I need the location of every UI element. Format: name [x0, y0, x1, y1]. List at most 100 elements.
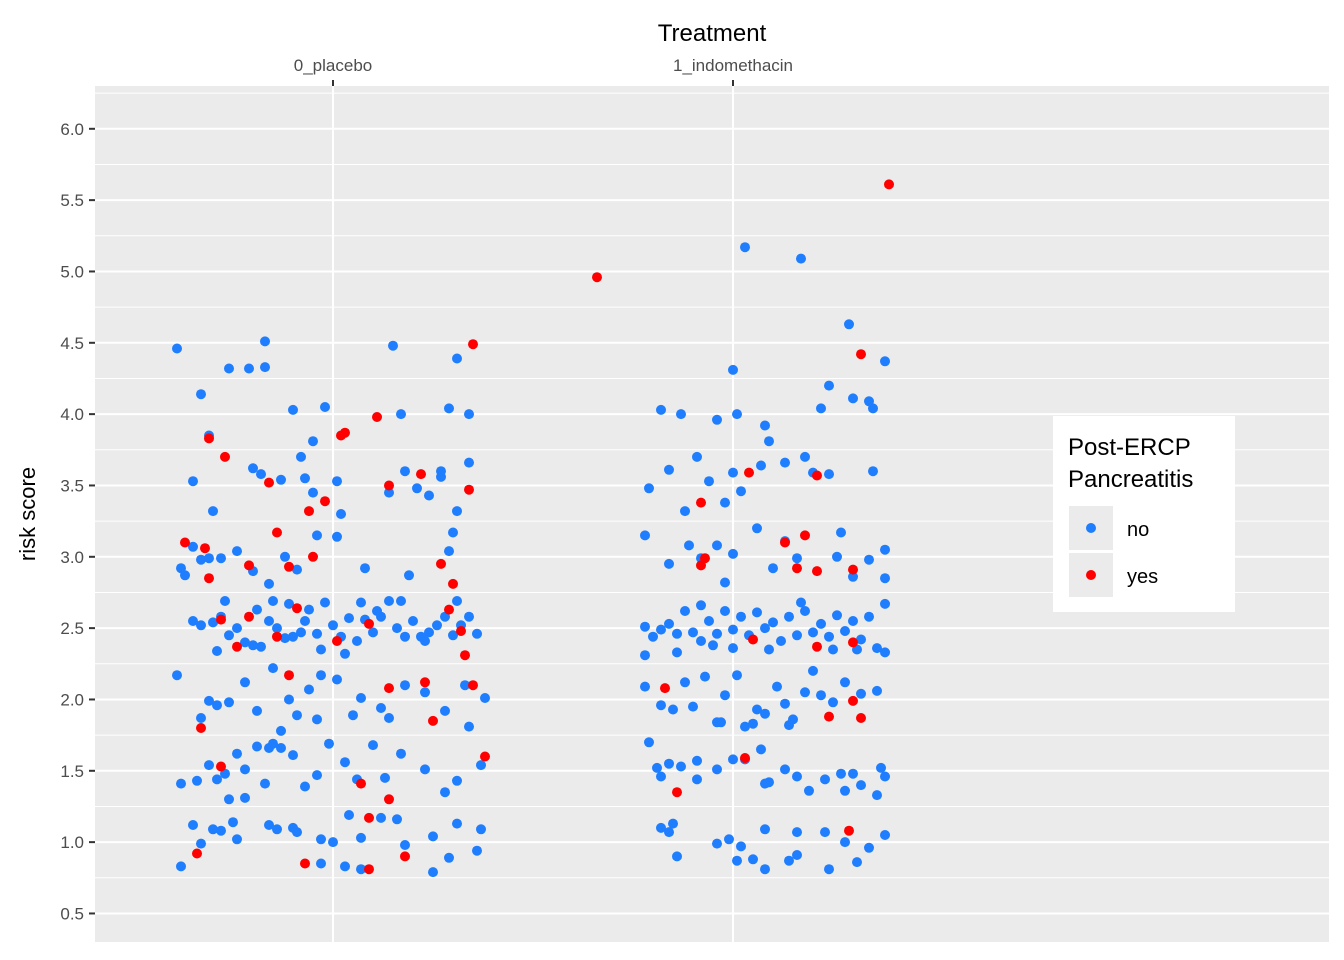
point-no-312 [760, 778, 770, 789]
point-no-113 [332, 674, 342, 685]
point-no-185 [732, 409, 742, 420]
point-no-236 [720, 606, 730, 616]
point-no-89 [268, 596, 278, 606]
point-no-38 [448, 527, 458, 538]
point-no-14 [276, 474, 286, 485]
point-no-1 [260, 336, 270, 347]
point-no-244 [784, 611, 794, 622]
point-no-266 [640, 681, 650, 692]
point-yes-17 [308, 551, 318, 562]
point-no-248 [816, 618, 826, 629]
point-no-76 [400, 631, 410, 642]
point-no-267 [656, 700, 666, 711]
point-no-182 [676, 409, 686, 420]
point-yes-31 [284, 670, 294, 681]
point-no-163 [392, 814, 402, 825]
point-no-224 [880, 573, 890, 584]
point-no-2 [224, 363, 234, 374]
point-no-198 [720, 497, 730, 508]
point-no-141 [368, 740, 378, 751]
point-no-131 [252, 741, 262, 752]
point-no-271 [700, 671, 710, 682]
point-yes-68 [844, 825, 854, 836]
point-no-69 [344, 613, 354, 624]
point-no-220 [836, 527, 846, 538]
point-no-92 [316, 644, 326, 655]
point-no-200 [736, 486, 746, 497]
point-no-270 [688, 701, 698, 712]
point-no-263 [828, 644, 838, 655]
point-no-178 [796, 253, 806, 264]
point-no-115 [356, 693, 366, 703]
data-points [172, 179, 894, 878]
point-no-285 [840, 677, 850, 688]
point-no-56 [240, 637, 250, 648]
point-yes-40 [384, 794, 394, 805]
y-tick-label-6: 3.5 [60, 476, 84, 495]
point-no-187 [816, 403, 826, 414]
point-yes-41 [364, 812, 374, 823]
point-no-107 [276, 725, 286, 736]
point-no-135 [288, 750, 298, 761]
point-no-322 [820, 827, 830, 838]
point-no-97 [420, 636, 430, 646]
point-no-265 [696, 600, 706, 611]
point-no-42 [396, 409, 406, 420]
point-yes-11 [304, 506, 314, 517]
point-yes-51 [696, 497, 706, 508]
point-no-41 [464, 457, 474, 468]
point-no-3 [244, 363, 254, 374]
point-no-246 [800, 606, 810, 616]
point-no-111 [312, 714, 322, 725]
point-no-309 [880, 771, 890, 782]
point-no-39 [444, 546, 454, 557]
point-no-32 [332, 531, 342, 542]
point-no-284 [828, 697, 838, 708]
point-no-317 [712, 838, 722, 849]
point-no-10 [208, 506, 218, 517]
point-no-43 [444, 403, 454, 414]
point-no-204 [800, 451, 810, 462]
y-tick-label-0: 0.5 [60, 904, 84, 923]
point-no-158 [316, 834, 326, 845]
point-no-46 [388, 340, 398, 351]
point-no-303 [804, 785, 814, 796]
point-no-195 [680, 506, 690, 517]
y-tick-label-8: 4.5 [60, 334, 84, 353]
point-no-162 [376, 812, 386, 823]
point-no-306 [848, 768, 858, 779]
x-axis: 0_placebo 1_indomethacin [294, 56, 793, 86]
point-no-255 [872, 643, 882, 654]
point-no-144 [420, 764, 430, 775]
point-no-314 [656, 822, 666, 833]
point-yes-16 [284, 561, 294, 572]
y-tick-label-2: 1.5 [60, 762, 84, 781]
point-no-177 [264, 743, 274, 753]
point-yes-13 [200, 543, 210, 554]
point-no-207 [868, 466, 878, 477]
point-no-147 [476, 760, 486, 771]
point-yes-47 [592, 272, 602, 283]
point-no-102 [212, 700, 222, 711]
point-no-282 [808, 665, 818, 676]
point-yes-8 [416, 469, 426, 480]
point-no-77 [408, 616, 418, 626]
point-yes-46 [884, 179, 894, 190]
point-yes-57 [848, 564, 858, 575]
point-no-184 [728, 364, 738, 375]
point-yes-34 [420, 677, 430, 688]
point-no-159 [328, 837, 338, 848]
point-no-100 [196, 713, 206, 723]
point-no-258 [672, 647, 682, 658]
point-no-57 [248, 640, 258, 651]
point-yes-43 [400, 851, 410, 862]
point-no-101 [204, 695, 214, 706]
point-no-106 [268, 663, 278, 674]
point-no-118 [400, 680, 410, 691]
point-no-45 [452, 353, 462, 364]
point-no-125 [192, 775, 202, 786]
y-tick-label-7: 4.0 [60, 405, 84, 424]
point-no-86 [212, 646, 222, 656]
point-yes-66 [740, 753, 750, 763]
point-no-181 [656, 404, 666, 415]
